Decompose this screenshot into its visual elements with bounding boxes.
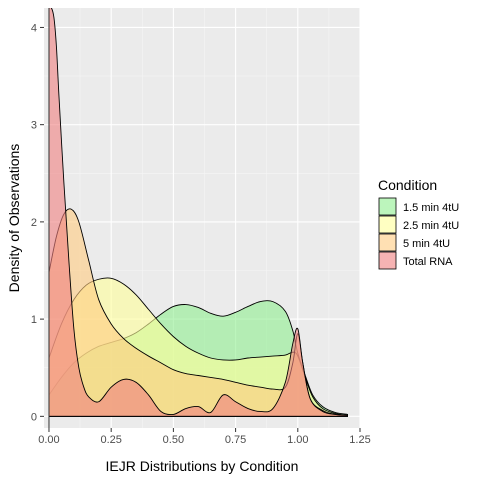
legend-label: Total RNA — [403, 256, 453, 268]
y-tick-label: 3 — [31, 120, 37, 132]
legend: Condition 1.5 min 4tU 2.5 min 4tU 5 min 4t… — [378, 177, 459, 269]
x-axis-ticks: 0.00 0.25 0.50 0.75 1.00 1.25 — [38, 428, 370, 446]
x-tick-label: 1.25 — [349, 434, 370, 446]
y-tick-label: 2 — [31, 217, 37, 229]
y-axis-ticks: 0 1 2 3 4 — [31, 22, 44, 423]
x-tick-label: 0.50 — [163, 434, 184, 446]
y-tick-label: 0 — [31, 411, 37, 423]
legend-swatch — [379, 252, 396, 269]
y-tick-label: 4 — [31, 22, 37, 34]
x-tick-label: 1.00 — [287, 434, 308, 446]
y-axis-title: Density of Observations — [6, 144, 22, 293]
x-tick-label: 0.25 — [100, 434, 121, 446]
legend-swatch — [379, 198, 396, 215]
y-tick-label: 1 — [31, 314, 37, 326]
x-tick-label: 0.00 — [38, 434, 59, 446]
legend-label: 2.5 min 4tU — [403, 220, 459, 232]
legend-label: 5 min 4tU — [403, 238, 450, 250]
x-tick-label: 0.75 — [225, 434, 246, 446]
x-axis-title: IEJR Distributions by Condition — [106, 458, 299, 474]
legend-label: 1.5 min 4tU — [403, 202, 459, 214]
legend-swatch — [379, 216, 396, 233]
legend-title: Condition — [378, 177, 437, 193]
legend-swatch — [379, 234, 396, 251]
